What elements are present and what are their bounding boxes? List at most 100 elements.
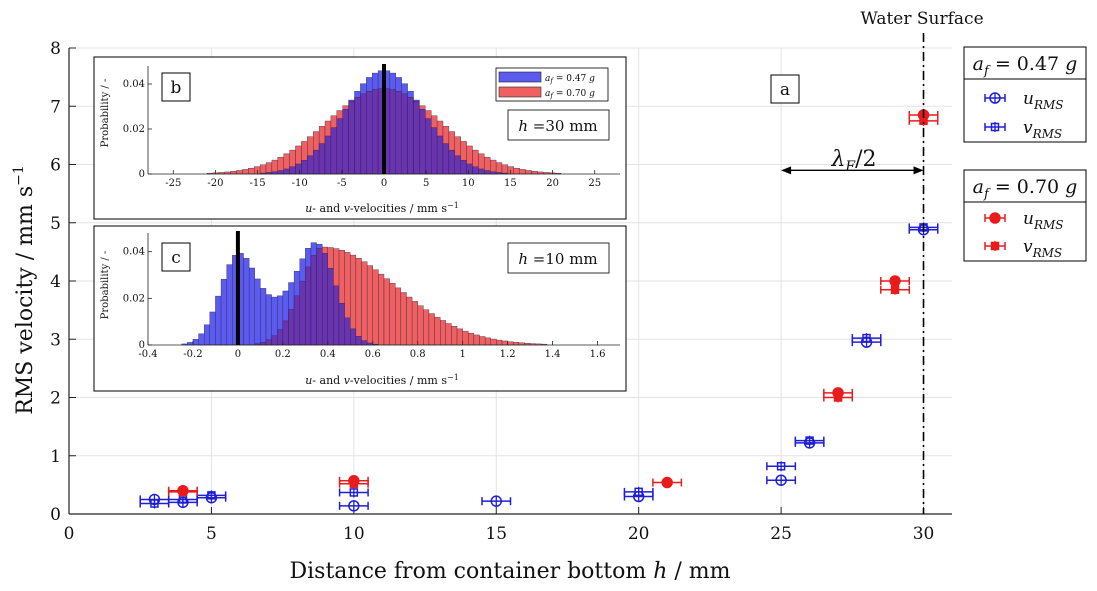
- histogram-bar: [456, 328, 463, 346]
- legend-047-u-marker: [984, 92, 1006, 104]
- histogram-bar-overlap: [338, 303, 345, 346]
- inset-c: -0.4 -0.2 0 0.2 0.4 0.6 0.8 1 1.2 1.4 1.6 0 0.02 0.04…: [93, 225, 627, 392]
- histogram-bar: [236, 170, 243, 175]
- inset-x-tick-label: 5: [423, 178, 429, 189]
- histogram-bar-overlap: [395, 91, 402, 175]
- inset-x-tick-label: 0: [381, 178, 387, 189]
- histogram-bar-overlap: [425, 118, 432, 175]
- histogram-bar: [400, 292, 407, 346]
- histogram-bar: [226, 264, 233, 346]
- inset-x-tick-label: 25: [588, 178, 601, 189]
- data-point: [349, 479, 359, 488]
- histogram-bar-overlap: [265, 339, 272, 346]
- inset-x-tick-label: 1.6: [590, 349, 606, 360]
- histogram-bar: [254, 278, 261, 346]
- histogram-bar: [490, 338, 497, 346]
- histogram-bar: [501, 340, 508, 346]
- histogram-bar: [417, 305, 424, 346]
- inset-c-annotation: h =10 mm: [507, 242, 610, 274]
- x-axis-label: Distance from container bottom h / mm: [289, 559, 730, 584]
- histogram-bar-overlap: [401, 93, 408, 175]
- histogram-bar: [531, 171, 538, 175]
- histogram-bar-overlap: [431, 127, 438, 175]
- inset-y-tick-label: 0.02: [123, 293, 145, 304]
- x-tick-label: 0: [64, 524, 75, 544]
- histogram-bar-overlap: [478, 168, 485, 175]
- data-point: [661, 476, 673, 489]
- histogram-bar: [428, 313, 435, 346]
- legend-marker: [989, 212, 1001, 224]
- data-point: [349, 488, 359, 497]
- inset-x-tick-label: 1.4: [545, 349, 561, 360]
- histogram-bar-overlap: [333, 285, 340, 346]
- inset-x-tick-label: 0.8: [410, 349, 426, 360]
- inset-b-histogram: [206, 70, 562, 175]
- y-tick-label: 3: [50, 330, 61, 350]
- histogram-bar: [204, 324, 210, 346]
- inset-x-tick-label: 0.4: [320, 349, 336, 360]
- legend-marker: [990, 122, 1000, 132]
- histogram-bar: [468, 332, 475, 346]
- histogram-bar-overlap: [305, 266, 312, 346]
- histogram-bar: [445, 323, 452, 346]
- histogram-bar: [265, 294, 272, 346]
- histogram-bar-overlap: [466, 163, 473, 175]
- histogram-bar-overlap: [316, 248, 323, 346]
- lambda-arrowhead-left: [781, 166, 792, 175]
- histogram-bar-overlap: [360, 93, 367, 175]
- inset-b-legend: af = 0.47 g af = 0.70 g: [495, 67, 609, 102]
- svg-text:a: a: [780, 80, 790, 100]
- legend-marker: [989, 92, 1001, 104]
- y-tick-label: 2: [50, 389, 61, 409]
- inset-x-tick-label: 0.6: [365, 349, 381, 360]
- histogram-bar: [230, 171, 237, 175]
- histogram-bar-overlap: [336, 118, 343, 175]
- histogram-bar: [484, 337, 491, 346]
- main-data-points: [139, 109, 939, 512]
- histogram-bar-overlap: [454, 155, 461, 175]
- histogram-bar-overlap: [472, 166, 479, 175]
- histogram-bar: [473, 334, 480, 346]
- inset-c-ylabel: Probability / -: [100, 251, 111, 320]
- inset-x-tick-label: 20: [546, 178, 559, 189]
- histogram-bar: [215, 295, 222, 346]
- data-point: [890, 285, 900, 294]
- inset-x-tick-label: 1.2: [500, 349, 516, 360]
- histogram-bar: [248, 267, 255, 346]
- y-tick-label: 6: [50, 156, 61, 176]
- histogram-bar: [361, 261, 368, 346]
- legend-070-v-marker: [984, 241, 1006, 251]
- inset-x-tick-label: 1: [459, 349, 465, 360]
- inset-y-tick-label: 0.02: [123, 124, 145, 135]
- histogram-bar: [496, 339, 503, 346]
- inset-x-tick-label: -10: [292, 178, 308, 189]
- histogram-bar: [243, 258, 250, 346]
- histogram-bar: [440, 320, 446, 346]
- histogram-bar: [462, 330, 469, 346]
- data-point: [348, 500, 360, 512]
- inset-x-tick-label: -15: [250, 178, 266, 189]
- svg-text:af = 0.70 g: af = 0.70 g: [973, 176, 1078, 202]
- inset-c-panel-label: c: [161, 242, 191, 272]
- histogram-bar: [395, 287, 402, 346]
- histogram-bar-overlap: [348, 100, 355, 175]
- histogram-bar: [260, 288, 267, 346]
- histogram-bar: [411, 301, 418, 346]
- inset-y-tick-label: 0.04: [123, 247, 145, 258]
- data-point: [776, 461, 786, 471]
- x-tick-label: 30: [913, 524, 935, 544]
- histogram-bar-overlap: [442, 143, 450, 175]
- data-point: [178, 487, 188, 497]
- legend-047: af = 0.47 g uRMS vRMS: [963, 46, 1087, 143]
- histogram-bar-overlap: [407, 97, 414, 175]
- histogram-bar-overlap: [484, 170, 491, 175]
- legend-marker: [990, 241, 1000, 251]
- svg-text:h =30 mm: h =30 mm: [518, 117, 597, 135]
- histogram-bar-overlap: [436, 135, 444, 175]
- histogram-bar: [434, 316, 441, 346]
- histogram-bar: [209, 311, 216, 346]
- histogram-bar-overlap: [318, 143, 326, 175]
- histogram-bar-overlap: [283, 168, 290, 175]
- y-tick-label: 0: [50, 505, 61, 525]
- y-tick-label: 8: [50, 39, 61, 59]
